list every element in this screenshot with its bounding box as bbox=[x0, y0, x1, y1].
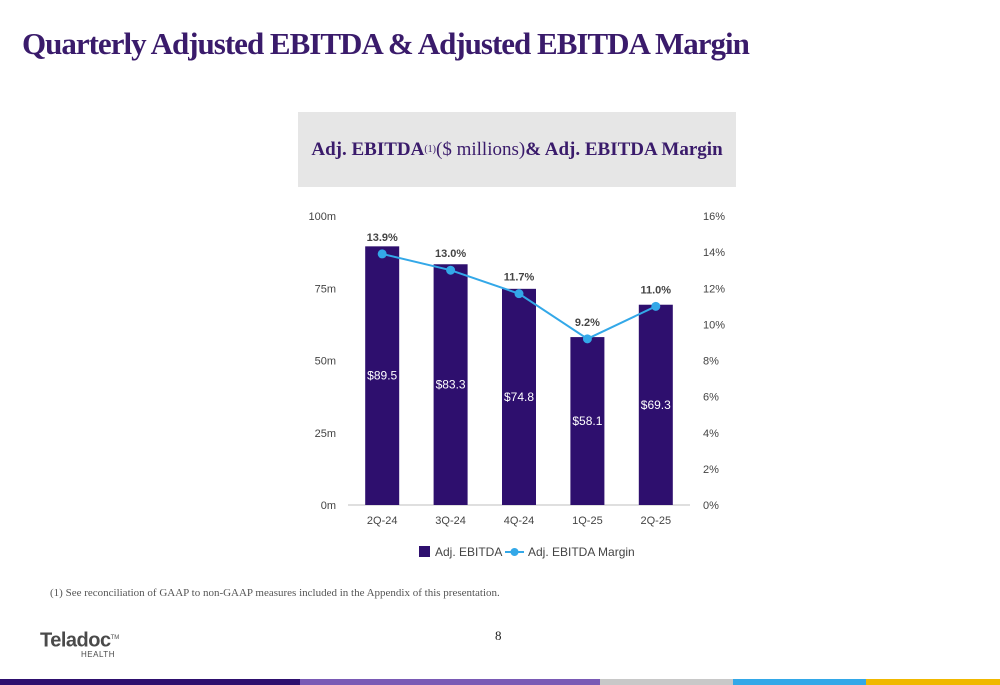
logo-trademark: TM bbox=[110, 635, 120, 641]
margin-value-label: 11.0% bbox=[641, 284, 672, 296]
y-right-tick-label: 2% bbox=[703, 464, 719, 476]
y-left-tick-label: 75m bbox=[315, 283, 336, 295]
y-left-tick-label: 0m bbox=[321, 500, 336, 512]
bar bbox=[638, 304, 673, 505]
y-right-tick-label: 16% bbox=[703, 211, 725, 223]
chart-header-superscript: (1) bbox=[424, 144, 437, 155]
chart-header-part3: & Adj. EBITDA Margin bbox=[525, 138, 723, 160]
margin-point bbox=[514, 289, 524, 299]
margin-value-label: 11.7% bbox=[504, 272, 535, 284]
y-left-tick-label: 25m bbox=[315, 428, 336, 440]
bar-value-label: $69.3 bbox=[641, 398, 671, 412]
page-number: 8 bbox=[495, 628, 502, 643]
bottom-color-bar bbox=[0, 679, 1000, 685]
margin-value-label: 13.9% bbox=[367, 232, 398, 244]
y-right-tick-label: 0% bbox=[703, 500, 719, 512]
footnote: (1) See reconciliation of GAAP to non-GA… bbox=[50, 587, 500, 599]
bar-value-label: $58.1 bbox=[572, 414, 602, 428]
legend-bar-swatch bbox=[419, 546, 430, 557]
bottom-bar-segment bbox=[733, 679, 866, 685]
x-tick-label: 1Q-25 bbox=[572, 515, 603, 527]
chart-header-part2: ($ millions) bbox=[436, 138, 526, 160]
teladoc-logo: TeladocTM HEALTH bbox=[40, 628, 120, 659]
bar bbox=[570, 337, 605, 505]
y-left-tick-label: 50m bbox=[315, 356, 336, 368]
legend-line-marker bbox=[510, 548, 519, 556]
x-tick-label: 2Q-24 bbox=[367, 515, 398, 527]
bar-value-label: $83.3 bbox=[436, 378, 466, 392]
chart-header-part1: Adj. EBITDA bbox=[311, 138, 425, 160]
logo-sub: HEALTH bbox=[81, 650, 115, 659]
y-right-tick-label: 8% bbox=[703, 356, 719, 368]
legend-line-label: Adj. EBITDA Margin bbox=[528, 545, 635, 559]
logo-name: Teladoc bbox=[40, 629, 111, 652]
chart-header: Adj. EBITDA (1) ($ millions) & Adj. EBITD… bbox=[298, 112, 736, 187]
y-right-tick-label: 14% bbox=[703, 247, 725, 259]
y-right-tick-label: 12% bbox=[703, 283, 725, 295]
bottom-bar-segment bbox=[866, 679, 1000, 685]
x-tick-label: 2Q-25 bbox=[641, 515, 672, 527]
x-tick-label: 4Q-24 bbox=[504, 515, 535, 527]
margin-point bbox=[446, 265, 456, 275]
bar-value-label: $89.5 bbox=[367, 369, 397, 383]
margin-value-label: 13.0% bbox=[435, 248, 466, 260]
margin-point bbox=[377, 249, 387, 259]
margin-point bbox=[582, 334, 592, 344]
bar bbox=[502, 288, 536, 505]
legend-bar-label: Adj. EBITDA bbox=[435, 545, 502, 559]
y-right-tick-label: 10% bbox=[703, 319, 725, 331]
page-title: Quarterly Adjusted EBITDA & Adjusted EBI… bbox=[22, 26, 750, 61]
margin-value-label: 9.2% bbox=[575, 317, 600, 329]
bottom-bar-segment bbox=[0, 679, 300, 685]
bar bbox=[365, 246, 400, 505]
y-right-tick-label: 6% bbox=[703, 392, 719, 404]
bar bbox=[433, 264, 468, 505]
y-left-tick-label: 100m bbox=[308, 211, 336, 223]
margin-point bbox=[651, 301, 661, 311]
y-right-tick-label: 4% bbox=[703, 428, 719, 440]
bottom-bar-segment bbox=[300, 679, 600, 685]
bar-value-label: $74.8 bbox=[504, 390, 534, 404]
bottom-bar-segment bbox=[600, 679, 733, 685]
x-tick-label: 3Q-24 bbox=[435, 515, 466, 527]
